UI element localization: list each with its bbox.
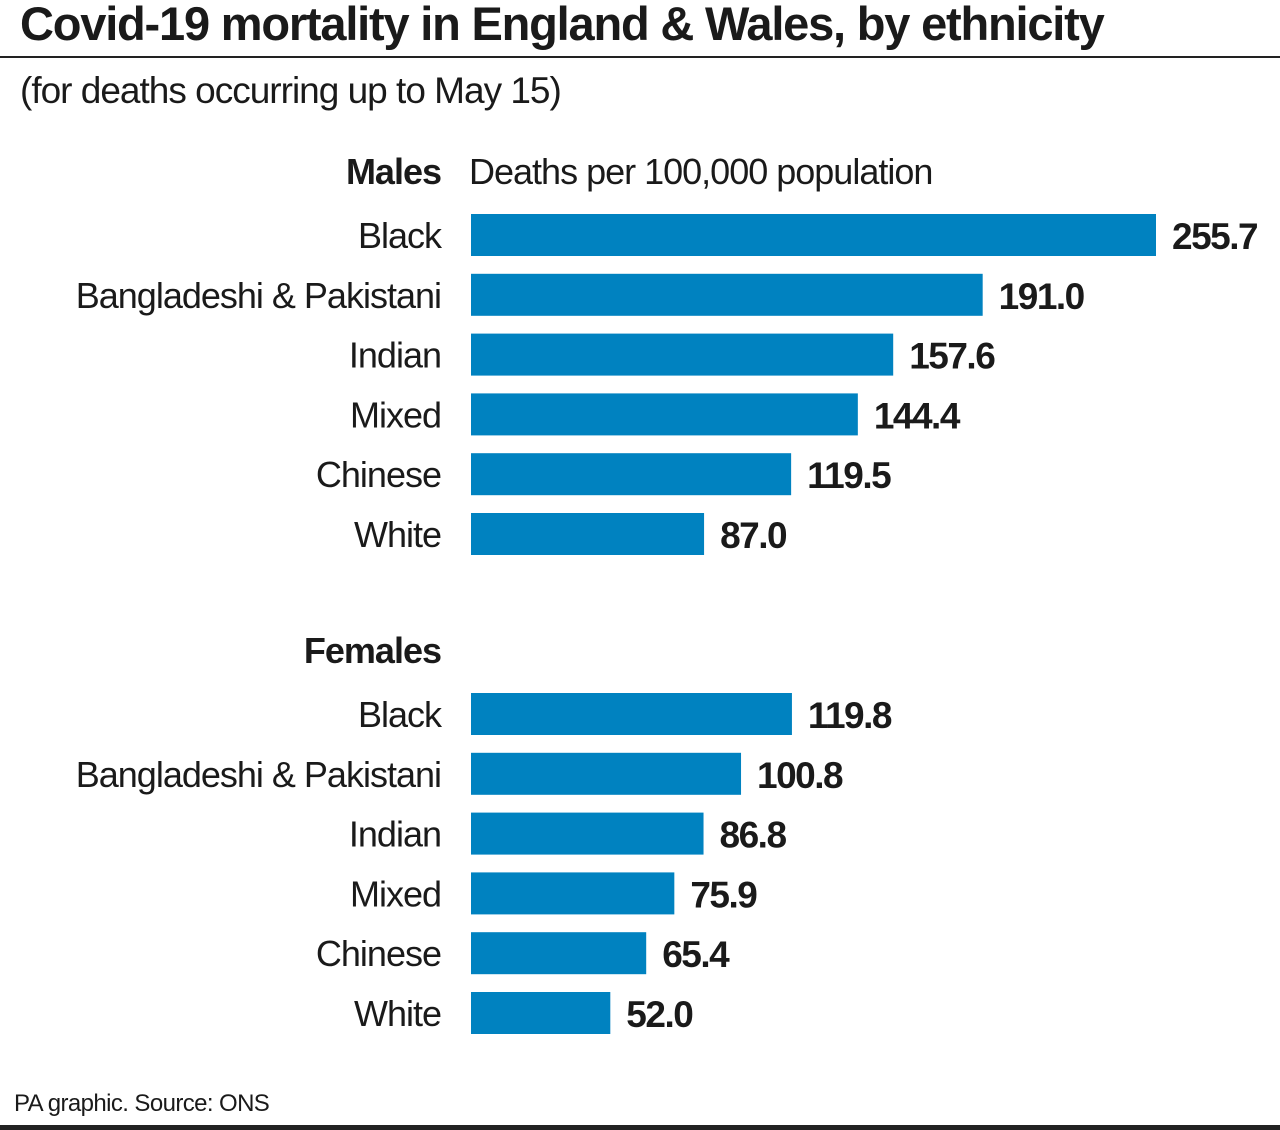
category-label: Indian	[349, 814, 441, 855]
bar	[471, 812, 704, 855]
data-label: 86.8	[720, 815, 787, 856]
data-label: 75.9	[690, 874, 757, 915]
data-label: 144.4	[874, 395, 961, 436]
bar	[471, 393, 858, 436]
category-label: Mixed	[350, 394, 441, 435]
data-label: 100.8	[757, 755, 843, 796]
data-label: 52.0	[626, 994, 693, 1035]
category-label: Chinese	[316, 454, 441, 495]
category-label: White	[354, 514, 441, 555]
bar	[471, 214, 1156, 256]
chart-subtitle: (for deaths occurring up to May 15)	[20, 70, 562, 111]
bar	[471, 752, 742, 795]
bar	[471, 992, 611, 1034]
category-label: Bangladeshi & Pakistani	[76, 754, 441, 795]
bar	[471, 693, 792, 735]
data-label: 191.0	[999, 276, 1085, 317]
group-label-females: Females	[304, 630, 441, 671]
data-label: 87.0	[720, 515, 787, 556]
chart-title: Covid-19 mortality in England & Wales, b…	[20, 0, 1105, 50]
bar	[471, 872, 675, 915]
category-label: Indian	[349, 335, 441, 376]
data-label: 119.8	[808, 695, 892, 736]
x-axis-label: Deaths per 100,000 population	[469, 151, 932, 192]
category-label: Black	[358, 215, 443, 256]
data-label: 255.7	[1172, 216, 1257, 257]
bar	[471, 453, 792, 496]
bar	[471, 513, 705, 555]
title-divider	[0, 56, 1280, 58]
category-label: Black	[358, 694, 443, 735]
category-label: Mixed	[350, 873, 441, 914]
data-label: 157.6	[909, 336, 995, 377]
source-note: PA graphic. Source: ONS	[14, 1090, 270, 1117]
data-label: 65.4	[662, 934, 730, 975]
bar	[471, 333, 894, 376]
bar	[471, 273, 983, 316]
bar	[471, 932, 647, 975]
category-label: White	[354, 993, 441, 1034]
group-label-males: Males	[346, 151, 441, 192]
data-label: 119.5	[807, 455, 891, 496]
bottom-rule	[0, 1125, 1280, 1130]
category-label: Chinese	[316, 933, 441, 974]
category-label: Bangladeshi & Pakistani	[76, 275, 441, 316]
